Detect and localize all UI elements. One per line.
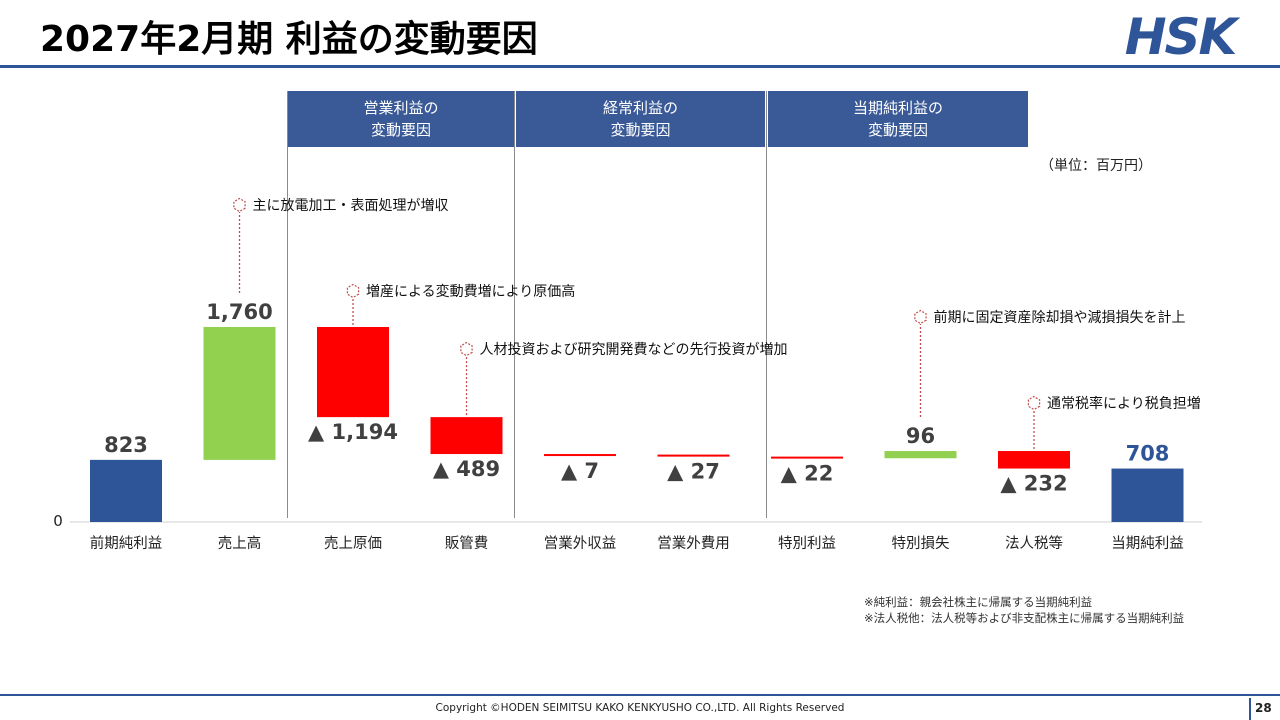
footnotes: ※純利益：親会社株主に帰属する当期純利益 ※法人税他：法人税等および非支配株主に…	[864, 594, 1184, 626]
footer-rule	[0, 694, 1280, 696]
value-label-7: 96	[906, 424, 935, 448]
section-ordinary-profit: 経常利益の 変動要因	[516, 91, 765, 147]
bar-3	[430, 417, 503, 455]
value-label-3: ▲ 489	[433, 457, 500, 481]
bar-2	[317, 326, 389, 418]
value-label-1: 1,760	[206, 300, 272, 324]
category-label-5: 営業外費用	[657, 535, 730, 552]
section-operating-line2: 変動要因	[370, 121, 431, 139]
bar-6	[771, 456, 843, 459]
value-label-6: ▲ 22	[781, 462, 834, 486]
section-net-line1: 当期純利益の	[852, 99, 943, 117]
bar-9	[1111, 468, 1184, 522]
zero-tick-label: 0	[53, 512, 63, 530]
annotation-marker-3	[914, 309, 927, 325]
bar-0	[90, 459, 162, 522]
section-operating-line1: 営業利益の	[363, 99, 439, 117]
footnote-2: ※法人税他：法人税等および非支配株主に帰属する当期純利益	[864, 611, 1185, 625]
annotation-marker-4	[1027, 395, 1041, 411]
category-label-9: 当期純利益	[1111, 535, 1184, 552]
category-label-4: 営業外収益	[544, 535, 617, 552]
section-ordinary-line1: 経常利益の	[602, 99, 678, 117]
logo-text: HSK	[1125, 8, 1241, 62]
bar-7	[884, 451, 957, 459]
copyright: Copyright ©HODEN SEIMITSU KAKO KENKYUSHO…	[435, 702, 845, 714]
title-rule	[0, 65, 1280, 68]
bar-5	[657, 454, 730, 457]
section-operating-profit: 営業利益の 変動要因	[288, 91, 514, 147]
value-label-5: ▲ 27	[667, 460, 720, 484]
annotation-marker-2	[460, 341, 473, 357]
company-logo: HSK	[1125, 8, 1243, 62]
section-divider-1	[287, 91, 288, 518]
page-number: 28	[1255, 701, 1272, 715]
section-net-line2: 変動要因	[867, 121, 928, 139]
category-label-2: 売上原価	[324, 535, 382, 552]
page-number-separator	[1249, 698, 1251, 720]
category-label-1: 売上高	[218, 535, 262, 552]
category-label-3: 販管費	[445, 535, 489, 552]
annotation-text-4: 通常税率により税負担増	[1047, 395, 1201, 412]
category-label-6: 特別利益	[778, 535, 836, 552]
bar-8	[998, 451, 1070, 469]
value-label-8: ▲ 232	[1000, 472, 1067, 496]
category-label-8: 法人税等	[1005, 534, 1063, 552]
annotation-text-0: 主に放電加工・表面処理が増収	[253, 198, 449, 214]
bar-4	[544, 454, 616, 457]
unit-label: （単位：百万円）	[1040, 158, 1152, 174]
annotation-marker-0	[233, 197, 246, 213]
annotation-marker-1	[346, 283, 360, 299]
value-label-0: 823	[104, 433, 148, 457]
section-divider-3	[766, 91, 767, 518]
bar-1	[203, 326, 276, 460]
value-label-2: ▲ 1,194	[308, 420, 398, 444]
annotation-text-2: 人材投資および研究開発費などの先行投資が増加	[480, 342, 788, 358]
category-label-7: 特別損失	[892, 535, 950, 552]
value-label-9: 708	[1126, 442, 1170, 466]
annotation-text-3: 前期に固定資産除却損や減損損失を計上	[934, 309, 1186, 326]
page-title: 2027年2月期 利益の変動要因	[40, 19, 538, 60]
annotation-text-1: 増産による変動費増により原価高	[366, 283, 575, 300]
category-label-0: 前期純利益	[90, 535, 163, 552]
section-divider-2	[514, 91, 515, 518]
section-net-profit: 当期純利益の 変動要因	[768, 91, 1028, 147]
section-ordinary-line2: 変動要因	[610, 121, 671, 139]
value-label-4: ▲ 7	[561, 459, 599, 483]
footnote-1: ※純利益：親会社株主に帰属する当期純利益	[864, 595, 1093, 609]
